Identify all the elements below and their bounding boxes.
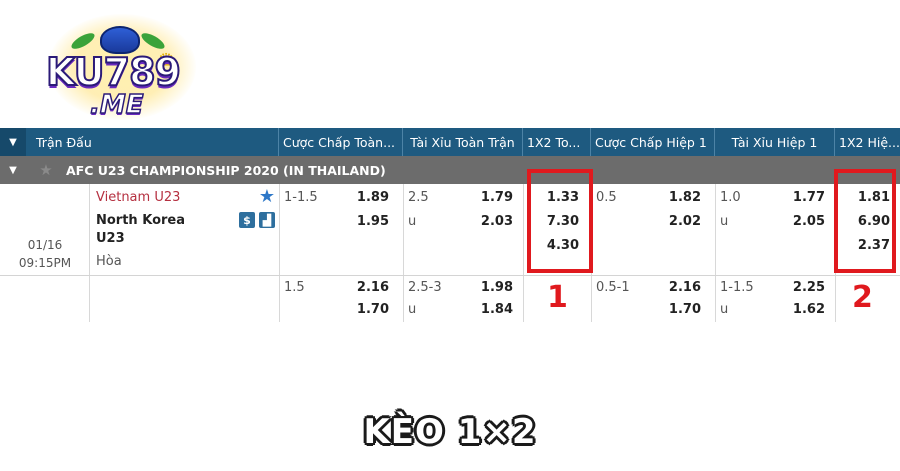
hdp-line-alt: 1.5 xyxy=(284,280,305,295)
ou-under-odds[interactable]: 2.03 xyxy=(480,214,513,229)
header-match[interactable]: Trận Đấu xyxy=(36,134,92,150)
away-team[interactable]: North Korea U23 xyxy=(96,213,185,246)
ou-line-alt: 2.5-3 xyxy=(408,280,442,295)
logo-text: KU789 xyxy=(45,49,182,95)
hdp1-home-odds[interactable]: 1.82 xyxy=(668,190,701,205)
hdp-full-cell: 1-1.5 1.89 1.95 xyxy=(280,184,404,275)
ou-under-odds-alt[interactable]: 1.84 xyxy=(480,302,513,317)
logo-subtext: .ME xyxy=(89,89,144,121)
hdp-half-cell: 0.5 1.82 2.02 xyxy=(592,184,716,275)
hdp1-line-alt: 0.5-1 xyxy=(596,280,630,295)
stats-icon[interactable]: ▟ xyxy=(259,212,275,228)
ou-over-odds-alt[interactable]: 1.98 xyxy=(480,280,513,295)
ou1-line: 1.0 xyxy=(720,190,741,205)
x121-draw-odds[interactable]: 2.37 xyxy=(857,238,890,253)
match-row-alt-lines: 1.5 2.16 1.70 2.5-3 1.98 u 1.84 0.5-1 2.… xyxy=(0,276,900,322)
hdp-home-odds-alt[interactable]: 2.16 xyxy=(356,280,389,295)
table-header: ▼ Trận Đấu Cược Chấp Toàn... Tài Xỉu Toà… xyxy=(0,128,900,156)
teams-cell: Vietnam U23 North Korea U23 Hòa ★ $ ▟ xyxy=(90,184,280,275)
league-chevron-icon[interactable]: ▼ xyxy=(9,164,17,176)
ou-over-odds[interactable]: 1.79 xyxy=(480,190,513,205)
hdp1-line: 0.5 xyxy=(596,190,617,205)
highlight-box-1x2-full xyxy=(527,169,593,273)
draw-label: Hòa xyxy=(96,254,122,269)
ou1-under-label-alt: u xyxy=(720,302,729,317)
ou-full-cell: 2.5 1.79 u 2.03 xyxy=(404,184,524,275)
hdp1-away-odds[interactable]: 2.02 xyxy=(668,214,701,229)
ou1-under-odds-alt[interactable]: 1.62 xyxy=(792,302,825,317)
match-row: 01/16 09:15PM Vietnam U23 North Korea U2… xyxy=(0,184,900,276)
ku789-logo: ♛ KU789 .ME xyxy=(40,8,200,126)
caption-title: KÈO 1×2 xyxy=(363,412,537,452)
marker-number-1: 1 xyxy=(547,280,568,315)
ou1-under-label: u xyxy=(720,214,729,229)
league-name: AFC U23 CHAMPIONSHIP 2020 (IN THAILAND) xyxy=(66,162,386,178)
league-star-icon[interactable]: ★ xyxy=(39,161,53,179)
x12-away-odds[interactable]: 7.30 xyxy=(546,214,579,229)
header-ou-half[interactable]: Tài Xỉu Hiệp 1 xyxy=(714,128,834,156)
match-date: 01/16 xyxy=(27,238,63,252)
marker-number-2: 2 xyxy=(852,280,873,315)
header-hdp-full[interactable]: Cược Chấp Toàn... xyxy=(278,128,402,156)
ou-full-cell-alt: 2.5-3 1.98 u 1.84 xyxy=(404,276,524,322)
home-team[interactable]: Vietnam U23 xyxy=(96,190,181,205)
favorite-star-icon[interactable]: ★ xyxy=(258,186,275,207)
ou1-under-odds[interactable]: 2.05 xyxy=(792,214,825,229)
ou1-over-odds[interactable]: 1.77 xyxy=(792,190,825,205)
ou-under-label: u xyxy=(408,214,417,229)
ou-half-cell-alt: 1-1.5 2.25 u 1.62 xyxy=(716,276,836,322)
dollar-icon[interactable]: $ xyxy=(239,212,255,228)
ou1-over-odds-alt[interactable]: 2.25 xyxy=(792,280,825,295)
hdp-away-odds[interactable]: 1.95 xyxy=(356,214,389,229)
collapse-all-chevron-icon[interactable]: ▼ xyxy=(0,128,26,156)
header-1x2-full[interactable]: 1X2 To... xyxy=(522,128,590,156)
league-row[interactable]: ▼ ★ AFC U23 CHAMPIONSHIP 2020 (IN THAILA… xyxy=(0,156,900,184)
hdp-home-odds[interactable]: 1.89 xyxy=(356,190,389,205)
header-ou-full[interactable]: Tài Xỉu Toàn Trận xyxy=(402,128,522,156)
logo-ball-icon xyxy=(100,26,140,54)
ou-line: 2.5 xyxy=(408,190,429,205)
odds-board: ▼ Trận Đấu Cược Chấp Toàn... Tài Xỉu Toà… xyxy=(0,128,900,322)
x12-half-cell: 1.81 6.90 2.37 xyxy=(836,184,900,275)
header-1x2-half[interactable]: 1X2 Hiệ... xyxy=(834,128,900,156)
ou-under-label-alt: u xyxy=(408,302,417,317)
ou-half-cell: 1.0 1.77 u 2.05 xyxy=(716,184,836,275)
x12-full-cell: 1.33 7.30 4.30 xyxy=(524,184,592,275)
x12-home-odds[interactable]: 1.33 xyxy=(546,190,579,205)
hdp-half-cell-alt: 0.5-1 2.16 1.70 xyxy=(592,276,716,322)
x12-draw-odds[interactable]: 4.30 xyxy=(546,238,579,253)
crown-icon: ♛ xyxy=(158,50,175,71)
hdp1-away-odds-alt[interactable]: 1.70 xyxy=(668,302,701,317)
highlight-box-1x2-half xyxy=(834,169,896,273)
match-time: 09:15PM xyxy=(18,256,72,270)
x121-away-odds[interactable]: 6.90 xyxy=(857,214,890,229)
hdp-full-cell-alt: 1.5 2.16 1.70 xyxy=(280,276,404,322)
header-hdp-half[interactable]: Cược Chấp Hiệp 1 xyxy=(590,128,714,156)
hdp-line: 1-1.5 xyxy=(284,190,318,205)
ou1-line-alt: 1-1.5 xyxy=(720,280,754,295)
hdp-away-odds-alt[interactable]: 1.70 xyxy=(356,302,389,317)
match-time-cell: 01/16 09:15PM xyxy=(0,184,90,275)
x121-home-odds[interactable]: 1.81 xyxy=(857,190,890,205)
hdp1-home-odds-alt[interactable]: 2.16 xyxy=(668,280,701,295)
